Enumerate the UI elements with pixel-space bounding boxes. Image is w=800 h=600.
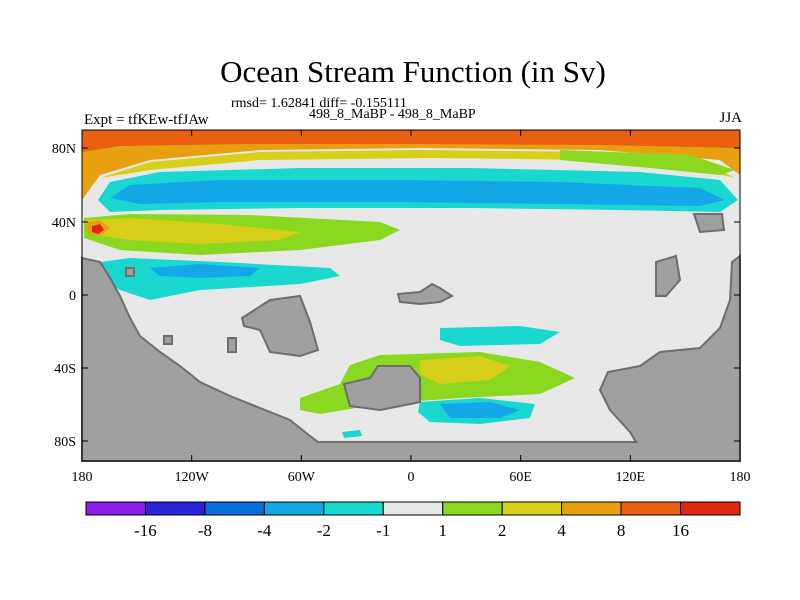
colorbar-label: -4	[257, 521, 272, 540]
land-island-4	[655, 254, 682, 297]
stats-text: rmsd= 1.62841 diff= -0.155111	[231, 96, 407, 111]
land-masses	[81, 213, 741, 462]
colorbar-swatch	[620, 501, 682, 516]
map-panel: 180 120W 60W 0 60E 120E 180 80N 40N 0 40S 80S	[52, 129, 751, 485]
colorbar-swatch	[382, 501, 444, 516]
colorbar-label: 2	[498, 521, 507, 540]
contour-north-red	[82, 130, 740, 152]
contour-south-small-cyan	[342, 430, 362, 438]
lat-tick-label: 80S	[54, 435, 76, 450]
colorbar-swatch	[323, 501, 384, 516]
contour-south-blue	[440, 402, 520, 418]
lon-tick-label: 180	[730, 470, 751, 485]
colorbar-label: 1	[438, 521, 447, 540]
contour-north-green	[560, 150, 735, 175]
lon-tick-label: 60E	[509, 470, 532, 485]
colorbar-swatch	[204, 501, 265, 516]
colorbar: -16 -8 -4 -2 -1 1 2 4 8 16	[85, 501, 741, 540]
contour-subtropical-yellow	[86, 218, 300, 244]
contour-tropical-blue	[150, 264, 260, 278]
colorbar-label: 8	[617, 521, 626, 540]
contour-north-orange	[82, 130, 740, 200]
lon-tick-label: 0	[408, 470, 415, 485]
lat-tick-label: 0	[69, 289, 76, 304]
land-west-continent	[81, 254, 741, 462]
colorbar-label: -2	[317, 521, 331, 540]
map-ticks: 180 120W 60W 0 60E 120E 180 80N 40N 0 40S 80S	[52, 130, 751, 485]
season-label: JJA	[719, 110, 742, 126]
contour-subtropical-red	[92, 224, 104, 234]
colorbar-swatch	[442, 501, 503, 516]
experiment-label: Expt = tfKEw-tfJAw	[84, 112, 209, 128]
land-island-1	[240, 294, 320, 358]
colorbar-swatch	[263, 501, 325, 516]
case-label: 498_8_MaBP - 498_8_MaBP	[309, 107, 476, 122]
colorbar-label: -16	[134, 521, 157, 540]
colorbar-label: -1	[376, 521, 390, 540]
contour-south-cyan-north	[440, 326, 560, 346]
colorbar-swatch	[85, 501, 146, 516]
land-island-7	[227, 337, 237, 353]
colorbar-swatch	[144, 501, 206, 516]
colorbar-label: 16	[672, 521, 689, 540]
lat-tick-label: 40S	[54, 362, 76, 377]
lon-tick-label: 180	[72, 470, 93, 485]
contour-south-yellow	[420, 356, 510, 384]
colorbar-label: -8	[198, 521, 212, 540]
contour-north-blue	[110, 180, 725, 206]
land-island-3	[396, 282, 454, 306]
lat-tick-label: 80N	[52, 142, 76, 157]
colorbar-swatch	[501, 501, 563, 516]
land-island-2	[342, 365, 421, 412]
colorbar-swatch	[680, 501, 741, 516]
lat-tick-label: 40N	[52, 216, 76, 231]
lon-tick-label: 60W	[288, 470, 316, 485]
land-island-8	[125, 267, 135, 277]
chart-title: Ocean Stream Function (in Sv)	[220, 54, 606, 89]
colorbar-swatch	[561, 501, 622, 516]
colorbar-label: 4	[557, 521, 566, 540]
lon-tick-label: 120E	[616, 470, 646, 485]
land-island-6	[163, 335, 173, 345]
land-island-5	[692, 213, 726, 234]
lon-tick-label: 120W	[175, 470, 210, 485]
